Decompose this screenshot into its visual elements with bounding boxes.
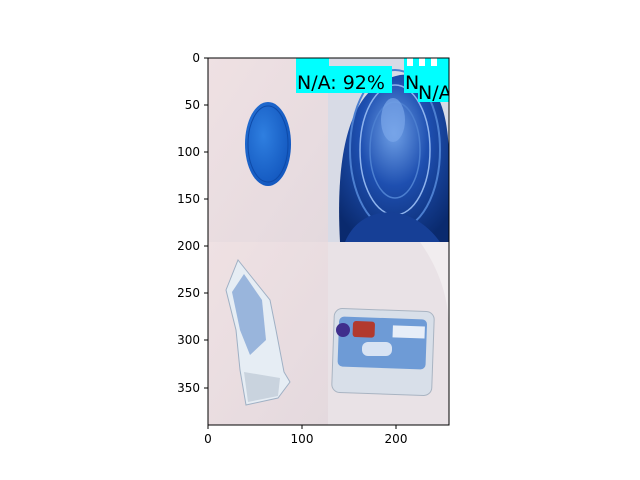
detection-box-3: N/A (418, 76, 452, 104)
detection-label-1: N/A: 92% (297, 72, 385, 94)
detection-label-3: N/A (418, 82, 452, 104)
image-mosaic (208, 58, 449, 425)
y-tick-label: 0 (192, 51, 200, 65)
detection-label-2: N (405, 72, 419, 94)
detection-box-1: N/A: 92% (296, 58, 392, 94)
y-tick-label: 300 (177, 333, 200, 347)
tile-crumpled-packet (208, 242, 328, 425)
y-tick-label: 100 (177, 145, 200, 159)
x-tick-label: 0 (204, 432, 212, 446)
x-tick-label: 100 (291, 432, 314, 446)
y-tick-label: 350 (177, 381, 200, 395)
y-tick-label: 150 (177, 192, 200, 206)
tile-product-package (328, 242, 449, 425)
y-tick-label: 250 (177, 286, 200, 300)
x-axis: 0 100 200 (204, 425, 407, 446)
y-tick-label: 50 (185, 98, 200, 112)
y-tick-label: 200 (177, 239, 200, 253)
x-tick-label: 200 (385, 432, 408, 446)
detection-overlays: N/A: 92% N N/A (296, 58, 452, 104)
y-axis: 0 50 100 150 200 250 300 350 (177, 51, 208, 395)
axes-frame (207, 57, 450, 426)
